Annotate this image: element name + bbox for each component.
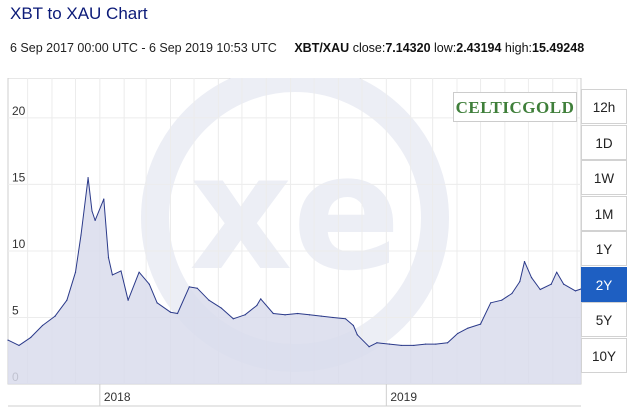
range-button-1d[interactable]: 1D (581, 124, 627, 160)
data-point (156, 302, 158, 304)
data-point (91, 210, 93, 212)
data-point (80, 234, 82, 236)
data-point (148, 283, 150, 285)
chart-area[interactable]: xe0510152020182019 (0, 78, 640, 409)
data-point (120, 270, 122, 272)
data-point (413, 344, 415, 347)
data-point (424, 343, 427, 345)
time-range-selector: 12h 1D 1W 1M 1Y 2Y 5Y 10Y (581, 89, 627, 373)
data-point (284, 314, 286, 316)
y-tick-label: 10 (12, 237, 26, 251)
data-point (196, 287, 198, 289)
data-point (467, 327, 469, 329)
data-point (66, 299, 68, 301)
low-value: 2.43194 (456, 41, 502, 55)
low-label: low: (434, 41, 457, 55)
data-point (220, 307, 223, 309)
data-point (87, 177, 89, 179)
data-point (272, 312, 274, 315)
close-value: 7.14320 (385, 41, 431, 55)
data-point (244, 314, 246, 316)
y-tick-label: 5 (12, 303, 19, 317)
high-value: 15.49248 (532, 41, 585, 55)
range-button-5y[interactable]: 5Y (581, 302, 627, 337)
data-point (308, 314, 311, 316)
data-point (169, 311, 172, 313)
data-point (94, 219, 96, 221)
data-point (232, 318, 234, 320)
data-point (107, 257, 110, 259)
data-point (519, 280, 521, 283)
x-tick-label: 2018 (104, 390, 131, 404)
data-point (103, 198, 105, 200)
data-point (501, 299, 503, 301)
range-button-1y[interactable]: 1Y (581, 231, 627, 266)
data-point (368, 346, 370, 348)
data-point (490, 302, 492, 304)
y-tick-label: 15 (12, 170, 26, 184)
data-point (574, 290, 577, 292)
data-point (54, 315, 56, 317)
chart-title: XBT to XAU Chart (10, 4, 148, 23)
data-point (388, 343, 391, 345)
pair-stats: XBT/XAU close:7.14320 low:2.43194 high:1… (294, 41, 584, 55)
data-point (563, 283, 565, 285)
data-point (352, 324, 354, 327)
logo-text: CELTICGOLD (455, 98, 575, 117)
data-point (550, 283, 552, 285)
pair-label: XBT/XAU (294, 41, 350, 55)
range-button-1m[interactable]: 1M (581, 195, 627, 231)
close-label: close: (352, 41, 386, 55)
data-point (344, 318, 347, 320)
data-point (523, 261, 526, 263)
data-point (320, 315, 322, 317)
data-point (7, 339, 9, 341)
range-button-2y[interactable]: 2Y (581, 266, 627, 302)
date-range: 6 Sep 2017 00:00 UTC - 6 Sep 2019 10:53 … (10, 41, 277, 55)
y-tick-label: 20 (12, 104, 26, 118)
data-point (30, 336, 32, 339)
data-point (127, 299, 129, 301)
data-point (332, 316, 334, 319)
data-point (297, 312, 299, 315)
data-point (435, 343, 437, 345)
data-point (111, 274, 113, 276)
celticgold-logo: CELTICGOLD (453, 92, 577, 122)
high-label: high: (504, 41, 533, 55)
data-point (188, 286, 190, 288)
data-point (260, 298, 262, 300)
series-area (8, 177, 581, 384)
data-point (530, 276, 533, 279)
data-point (256, 304, 258, 307)
data-point (18, 344, 20, 347)
data-point (376, 342, 378, 344)
data-point (138, 271, 140, 273)
data-point (356, 334, 358, 336)
data-point (539, 288, 541, 291)
data-point (400, 344, 402, 347)
range-button-1w[interactable]: 1W (581, 160, 627, 195)
range-button-12h[interactable]: 12h (581, 89, 627, 124)
price-chart[interactable]: xe0510152020182019 (0, 78, 640, 409)
chart-info-line: 6 Sep 2017 00:00 UTC - 6 Sep 2019 10:53 … (10, 41, 584, 55)
watermark-text: xe (189, 119, 401, 306)
data-point (457, 332, 459, 335)
data-point (511, 292, 513, 295)
data-point (479, 323, 482, 325)
data-point (556, 271, 558, 273)
data-point (446, 342, 449, 344)
data-point (41, 324, 44, 327)
data-point (208, 299, 210, 301)
data-point (74, 271, 77, 273)
data-point (176, 312, 179, 315)
x-tick-label: 2019 (390, 390, 417, 404)
range-button-10y[interactable]: 10Y (581, 337, 627, 373)
